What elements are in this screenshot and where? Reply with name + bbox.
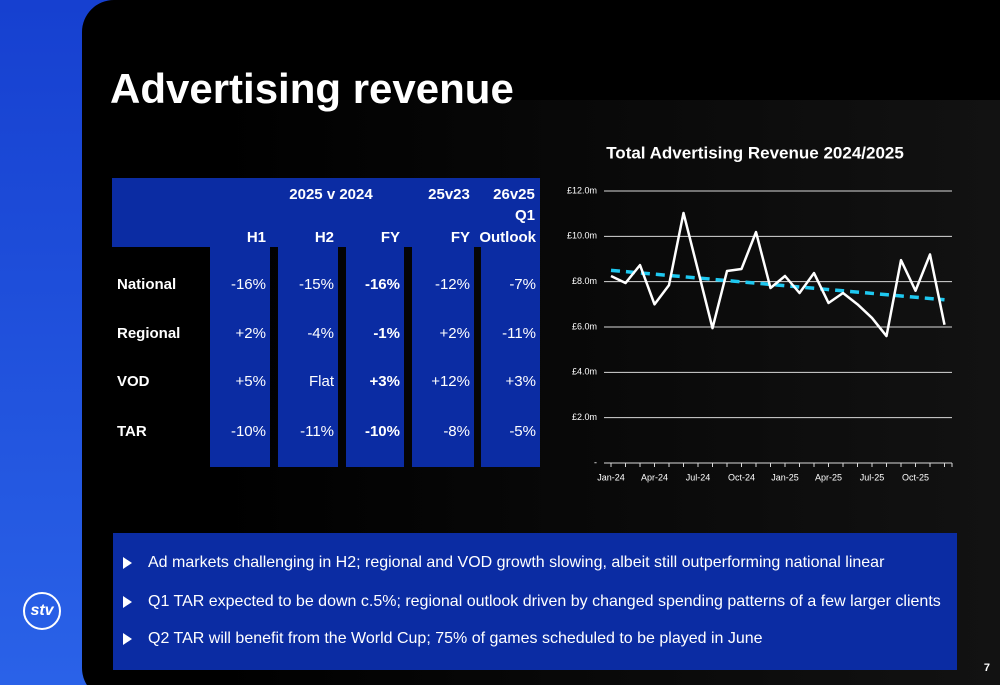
table-column bbox=[210, 247, 270, 467]
trend-line bbox=[610, 268, 945, 302]
row-label: VOD bbox=[117, 373, 150, 390]
slide-title: Advertising revenue bbox=[110, 65, 514, 112]
x-tick-label: Apr-24 bbox=[641, 472, 668, 482]
table-cell: +3% bbox=[506, 373, 536, 390]
table-cell: -10% bbox=[231, 423, 266, 440]
bullet-box bbox=[113, 533, 957, 670]
y-tick-label: £6.0m bbox=[572, 321, 597, 331]
y-tick-label: £8.0m bbox=[572, 276, 597, 286]
x-tick-label: Jan-24 bbox=[597, 472, 625, 482]
table-header bbox=[112, 178, 540, 247]
table-cell: -16% bbox=[365, 276, 400, 293]
bullet-text: Ad markets challenging in H2; regional a… bbox=[148, 554, 885, 571]
x-tick-label: Jan-25 bbox=[771, 472, 799, 482]
logo-ring bbox=[23, 592, 61, 630]
x-tick-label: Oct-24 bbox=[728, 472, 755, 482]
logo-text: stv bbox=[30, 602, 54, 619]
table-cell: +2% bbox=[236, 325, 266, 342]
table-cell: -7% bbox=[509, 276, 536, 293]
y-tick-label: £12.0m bbox=[567, 185, 597, 195]
y-tick-label: £4.0m bbox=[572, 367, 597, 377]
page-number: 7 bbox=[984, 662, 990, 674]
x-tick-label: Jul-24 bbox=[686, 472, 711, 482]
row-label: Regional bbox=[117, 325, 180, 342]
table-cell: -1% bbox=[373, 325, 400, 342]
table-cell: -11% bbox=[502, 325, 536, 342]
column-header: Outlook bbox=[479, 229, 536, 246]
table-cell: -12% bbox=[435, 276, 470, 293]
table-column bbox=[278, 247, 338, 467]
table-column bbox=[346, 247, 404, 467]
table-cell: +12% bbox=[431, 373, 470, 390]
table-cell: -15% bbox=[299, 276, 334, 293]
table-cell: +3% bbox=[370, 373, 400, 390]
column-header: FY bbox=[381, 229, 400, 246]
table-cell: -16% bbox=[231, 276, 266, 293]
bullet-text: Q1 TAR expected to be down c.5%; regiona… bbox=[148, 593, 941, 610]
x-tick-label: Jul-25 bbox=[860, 472, 885, 482]
x-tick-label: Oct-25 bbox=[902, 472, 929, 482]
table-cell: Flat bbox=[309, 373, 335, 390]
column-header: FY bbox=[451, 229, 470, 246]
x-tick-label: Apr-25 bbox=[815, 472, 842, 482]
series-line bbox=[610, 211, 946, 338]
table-column bbox=[481, 247, 540, 467]
bullet-marker bbox=[123, 633, 132, 645]
y-tick-label: £2.0m bbox=[572, 412, 597, 422]
y-tick-label: £10.0m bbox=[567, 231, 597, 241]
group-header: 2025 v 2024 bbox=[289, 186, 373, 203]
chart-title: Total Advertising Revenue 2024/2025 bbox=[606, 143, 904, 162]
bullet-marker bbox=[123, 557, 132, 569]
y-tick-label: - bbox=[594, 457, 597, 467]
table-cell: +2% bbox=[440, 325, 470, 342]
subheader: Q1 bbox=[515, 207, 535, 224]
row-label: TAR bbox=[117, 423, 147, 440]
column-header: H2 bbox=[315, 229, 334, 246]
table-cell: -10% bbox=[365, 423, 400, 440]
group-header: 26v25 bbox=[493, 186, 535, 203]
table-column bbox=[412, 247, 474, 467]
group-header: 25v23 bbox=[428, 186, 470, 203]
table-cell: -4% bbox=[307, 325, 334, 342]
table-cell: +5% bbox=[236, 373, 266, 390]
table-cell: -8% bbox=[443, 423, 470, 440]
table-cell: -5% bbox=[509, 423, 536, 440]
table-cell: -11% bbox=[300, 423, 334, 440]
bullet-text: Q2 TAR will benefit from the World Cup; … bbox=[148, 630, 763, 647]
bullet-marker bbox=[123, 596, 132, 608]
logo: stv bbox=[23, 592, 61, 630]
column-header: H1 bbox=[247, 229, 266, 246]
row-label: National bbox=[117, 276, 176, 293]
